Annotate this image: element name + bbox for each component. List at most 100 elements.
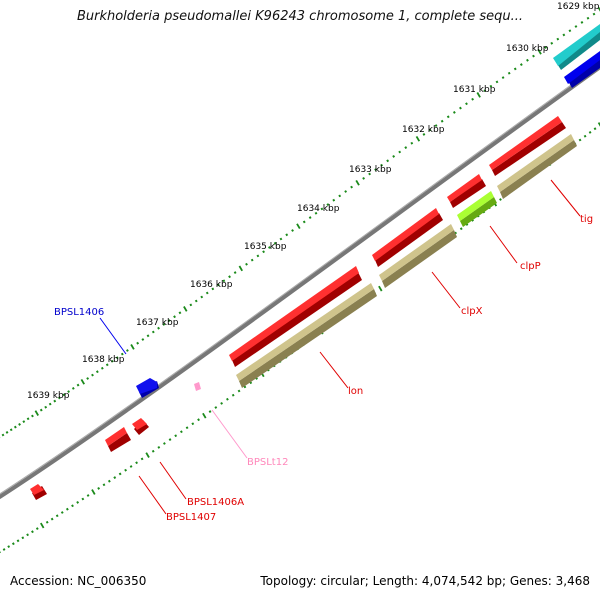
- ruler-minor-tick: [44, 405, 48, 409]
- ruler-minor-tick: [57, 396, 61, 400]
- ruler-minor-tick: [519, 63, 523, 67]
- ruler-minor-tick: [163, 442, 166, 445]
- ruler-major-tick: [378, 285, 383, 292]
- ruler-minor-tick: [285, 233, 289, 237]
- ruler-minor-tick: [268, 246, 271, 249]
- ruler-minor-tick: [314, 211, 318, 215]
- gene-label-BPSL1406A[interactable]: BPSL1406A: [187, 497, 244, 508]
- ruler-minor-tick: [243, 385, 247, 389]
- ruler-minor-tick: [507, 71, 511, 75]
- ruler-minor-tick: [489, 84, 493, 88]
- gene-label-lon[interactable]: lon: [348, 386, 363, 397]
- gene-clpP-block[interactable]: [447, 174, 486, 208]
- ruler-label: 1630 kbp: [506, 44, 549, 54]
- gene-clpX-block[interactable]: [372, 208, 443, 267]
- ruler-minor-tick: [151, 330, 155, 334]
- ruler-minor-tick: [173, 315, 176, 319]
- ruler-minor-tick: [273, 241, 277, 245]
- gene-BPSL1407-small-block[interactable]: [132, 418, 149, 435]
- lime-feature-clpP[interactable]: [457, 191, 497, 227]
- ruler-minor-tick: [76, 383, 80, 387]
- ruler-minor-tick: [208, 410, 212, 414]
- olive-feature-lon[interactable]: [236, 283, 377, 388]
- ruler-minor-tick: [35, 527, 39, 530]
- ruler-minor-tick: [568, 29, 572, 33]
- ruler-minor-tick: [465, 102, 468, 106]
- ruler-minor-tick: [386, 159, 390, 163]
- leader-BPSL1406: [99, 317, 127, 355]
- gene-label-clpX[interactable]: clpX: [461, 306, 483, 317]
- ruler-minor-tick: [250, 258, 254, 262]
- gene-BPSLt12-mark[interactable]: [194, 382, 201, 391]
- ruler-minor-tick: [115, 356, 119, 360]
- ruler-minor-tick: [344, 190, 348, 193]
- ruler-minor-tick: [129, 465, 133, 468]
- gene-tig-block[interactable]: [489, 116, 566, 176]
- ruler-major-tick: [202, 412, 207, 419]
- ruler-label: 1633 kbp: [349, 165, 392, 175]
- ruler-minor-tick: [71, 504, 74, 508]
- ruler-minor-tick: [556, 37, 560, 41]
- ruler-minor-tick: [440, 119, 444, 123]
- ruler-minor-tick: [197, 418, 200, 422]
- ruler-minor-tick: [200, 295, 204, 299]
- ruler-minor-tick: [180, 430, 183, 434]
- ruler-minor-tick: [237, 389, 241, 393]
- ruler-minor-tick: [226, 397, 229, 401]
- ruler-minor-tick: [422, 132, 426, 136]
- ruler-minor-tick: [410, 141, 414, 145]
- ruler-minor-tick: [586, 16, 590, 20]
- ruler-minor-tick: [245, 262, 248, 266]
- ruler-label: 1631 kbp: [453, 85, 496, 95]
- ruler-minor-tick: [178, 311, 182, 315]
- ruler-label: 1639 kbp: [27, 391, 70, 401]
- ruler-major-tick: [476, 92, 481, 98]
- blue-feature-top[interactable]: [564, 51, 600, 88]
- gene-lon-block[interactable]: [229, 266, 362, 367]
- ruler-minor-tick: [231, 393, 235, 397]
- ruler-minor-tick: [65, 507, 69, 511]
- topology-stats-text: Topology: circular; Length: 4,074,542 bp…: [260, 574, 590, 588]
- ruler-minor-tick: [350, 185, 353, 189]
- leader-clpX: [431, 271, 461, 309]
- accession-text: Accession: NC_006350: [10, 574, 147, 588]
- ruler-minor-tick: [60, 511, 64, 514]
- gene-BPSL1406A-block[interactable]: [105, 427, 131, 452]
- gene-label-BPSL1406[interactable]: BPSL1406: [54, 307, 104, 318]
- ruler-minor-tick: [9, 428, 13, 432]
- ruler-minor-tick: [446, 115, 450, 119]
- ruler-minor-tick: [532, 54, 535, 58]
- ruler-minor-tick: [380, 163, 383, 167]
- ruler-minor-tick: [151, 449, 155, 453]
- ruler-minor-tick: [583, 134, 587, 138]
- ruler-major-tick: [145, 452, 150, 458]
- red-feature-left[interactable]: [30, 484, 47, 500]
- ruler-label: 1638 kbp: [82, 355, 125, 365]
- ruler-minor-tick: [76, 500, 80, 504]
- ruler-label: 1636 kbp: [190, 280, 233, 290]
- leader-tig: [550, 179, 581, 217]
- ruler-minor-tick: [157, 326, 160, 330]
- ruler-minor-tick: [13, 425, 17, 429]
- ruler-minor-tick: [191, 422, 195, 426]
- ruler-minor-tick: [53, 399, 57, 403]
- ruler-minor-tick: [31, 530, 34, 534]
- gene-label-tig[interactable]: tig: [580, 214, 593, 225]
- ruler-minor-tick: [302, 220, 306, 224]
- gene-label-BPSLt12[interactable]: BPSLt12: [247, 457, 288, 468]
- ruler-minor-tick: [326, 203, 330, 207]
- gene-label-BPSL1407[interactable]: BPSL1407: [166, 512, 216, 523]
- ruler-minor-tick: [167, 319, 171, 322]
- chromosome-backbone: [0, 64, 600, 500]
- ruler-minor-tick: [471, 97, 474, 101]
- gene-BPSL1406-block[interactable]: [136, 378, 159, 398]
- olive-feature-clpX[interactable]: [379, 224, 457, 288]
- cyan-feature[interactable]: [553, 24, 600, 70]
- ruler-minor-tick: [211, 287, 215, 291]
- ruler-minor-tick: [97, 486, 101, 490]
- ruler-minor-tick: [194, 299, 198, 303]
- gene-label-clpP[interactable]: clpP: [520, 261, 541, 272]
- ruler-minor-tick: [71, 387, 75, 390]
- leader-clpP: [489, 225, 518, 264]
- olive-feature-tig[interactable]: [497, 134, 577, 199]
